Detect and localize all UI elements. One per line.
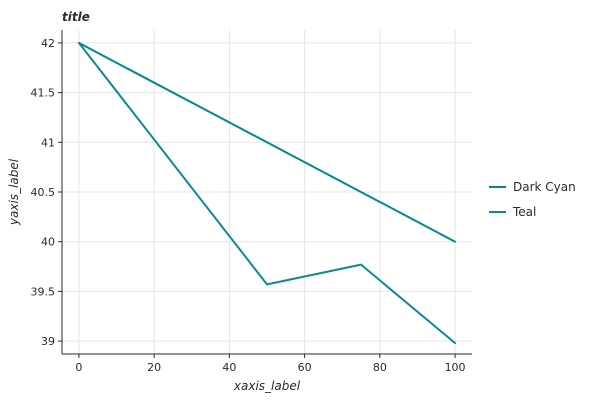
y-tick-label: 41.5: [31, 87, 56, 100]
chart-title: title: [62, 10, 90, 24]
x-tick-label: 0: [75, 361, 82, 374]
ticks: 0 20 40 60 80 100 39 39.5 40 40.5 41 41.5 42: [31, 37, 466, 374]
x-tick-label: 20: [147, 361, 161, 374]
legend-label: Teal: [512, 205, 536, 219]
y-tick-label: 41: [41, 136, 55, 149]
y-tick-label: 39.5: [31, 285, 56, 298]
series: [77, 41, 457, 345]
y-tick-label: 40.5: [31, 186, 56, 199]
x-tick-label: 100: [445, 361, 466, 374]
series-line-teal: [77, 41, 457, 345]
y-tick-label: 40: [41, 236, 55, 249]
y-axis-title: yaxis_label: [7, 158, 21, 226]
x-tick-label: 80: [373, 361, 387, 374]
legend: Dark Cyan Teal: [489, 180, 576, 219]
x-axis-title: xaxis_label: [233, 379, 301, 393]
legend-label: Dark Cyan: [513, 180, 576, 194]
series-line-dark-cyan: [77, 41, 457, 243]
y-tick-label: 42: [41, 37, 55, 50]
x-tick-label: 40: [222, 361, 236, 374]
y-tick-label: 39: [41, 335, 55, 348]
x-tick-label: 60: [298, 361, 312, 374]
